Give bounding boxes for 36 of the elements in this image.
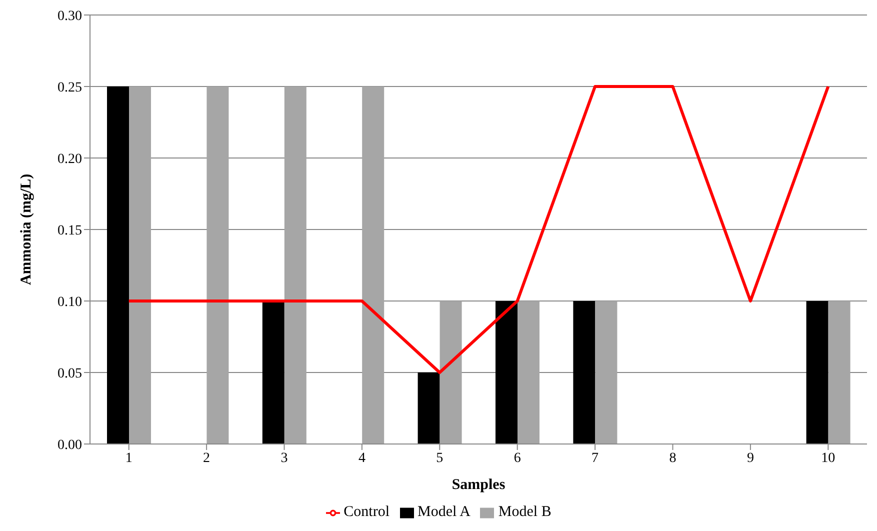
bar	[129, 86, 151, 444]
bar	[262, 301, 284, 444]
bar	[362, 86, 384, 444]
bar	[284, 86, 306, 444]
bar	[806, 301, 828, 444]
bar	[518, 301, 540, 444]
y-tick-label: 0.20	[58, 152, 82, 167]
bar	[418, 372, 440, 444]
x-tick-label: 7	[592, 450, 599, 466]
legend-label: Model A	[418, 504, 470, 520]
bar	[496, 301, 518, 444]
y-tick-label: 0.00	[58, 438, 82, 453]
bar	[573, 301, 596, 444]
x-tick-label: 10	[821, 450, 836, 466]
bar	[107, 86, 129, 444]
x-tick-label: 4	[358, 450, 366, 466]
y-tick-label: 0.10	[58, 294, 82, 310]
x-tick-label: 1	[125, 450, 132, 466]
x-tick-label: 5	[436, 450, 444, 466]
bar	[828, 301, 850, 444]
bar	[206, 86, 229, 444]
x-tick-label: 2	[203, 450, 210, 466]
bar	[440, 301, 462, 444]
x-tick-label: 6	[514, 450, 521, 466]
y-tick-label: 0.30	[58, 8, 82, 24]
x-tick-label: 9	[746, 450, 754, 466]
y-tick-label: 0.25	[58, 80, 82, 96]
x-axis-title: Samples	[452, 477, 506, 493]
bar	[595, 301, 618, 444]
legend-label: Model B	[498, 504, 552, 520]
y-tick-label: 0.15	[58, 223, 82, 238]
x-tick-label: 8	[669, 450, 676, 466]
y-axis-title: Ammonia (mg/L)	[18, 174, 34, 286]
legend-label: Control	[344, 504, 390, 520]
y-tick-label: 0.05	[58, 366, 82, 382]
x-tick-label: 3	[280, 450, 288, 466]
